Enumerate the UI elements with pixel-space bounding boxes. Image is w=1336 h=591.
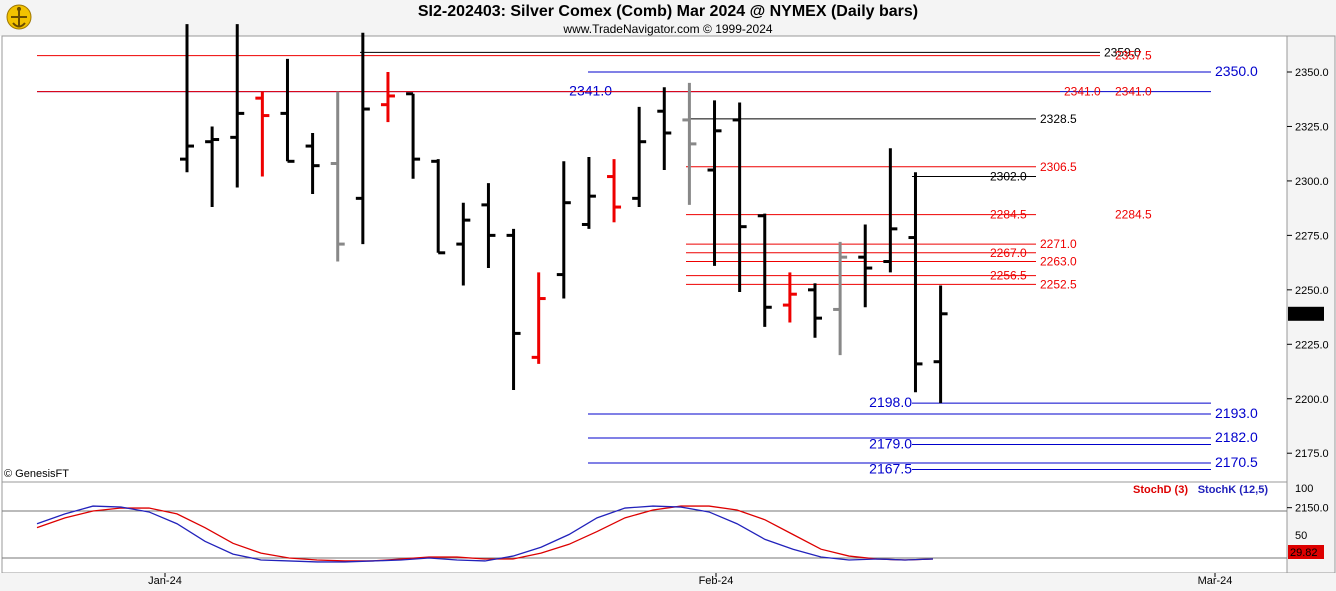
level-label: 2284.5 [990,208,1027,222]
chart-subtitle: www.TradeNavigator.com © 1999-2024 [563,22,773,36]
level-label: 2271.0 [1040,237,1077,251]
ohlc-bar [255,91,270,177]
level-label: 2167.5 [869,461,912,477]
y-tick-label: 2275.0 [1295,230,1329,242]
y-tick-label: 2175.0 [1295,448,1329,460]
level-label: 2328.5 [1040,112,1077,126]
ohlc-bar [682,82,697,205]
y-tick-label: 2250.0 [1295,285,1329,297]
level-label: 2263.0 [1040,255,1077,269]
ohlc-bar [205,126,220,208]
stochd-line [36,505,934,562]
legend-stochd: StochD (3) [1133,484,1188,496]
level-label: 2357.5 [1115,49,1152,63]
ohlc-bar [657,87,672,171]
ohlc-bar [305,132,320,194]
title-bar [0,0,1336,36]
ohlc-bar [406,92,421,179]
y-tick-label: 2350.0 [1295,67,1329,79]
price-plot-frame [1,35,1288,483]
ohlc-bar [456,202,471,286]
ohlc-bar [431,159,446,255]
stoch-last-label: 29.82 [1290,547,1318,559]
ohlc-bar [280,58,295,163]
ohlc-bar [933,285,948,404]
ohlc-bar [506,228,521,391]
y-tick-label: 2150.0 [1295,503,1329,515]
ohlc-bar [833,241,848,356]
ohlc-bar [180,24,194,173]
chart-title: SI2-202403: Silver Comex (Comb) Mar 2024… [417,3,919,20]
ohlc-bar [858,224,873,308]
right-axis-area [1286,35,1336,574]
level-label: 2193.0 [1215,405,1258,421]
y-tick-label: 2325.0 [1295,121,1329,133]
ohlc-bar [380,72,395,123]
date-axis: Jan-24 Feb-24 Mar-24 [148,573,1232,587]
level-label: 2341.0 [569,83,612,99]
ohlc-bar [782,272,797,323]
level-label: 2267.0 [990,246,1027,260]
price-bars [180,24,948,404]
last-price-label: 2239.0 [1290,309,1324,321]
stoch-tick-label: 100 [1295,483,1313,495]
ohlc-bar [481,183,496,269]
ohlc-bar [908,172,923,393]
last-price-box [1288,306,1324,321]
genesis-watermark: © GenesisFT [4,468,69,480]
ohlc-bar [808,283,822,338]
level-label: 2341.0 [1064,85,1101,99]
level-label: 2182.0 [1215,429,1258,445]
stochk-line [36,505,934,563]
stoch-plot-frame [1,481,1288,574]
ohlc-bar [531,272,546,364]
level-label: 2341.0 [1115,85,1152,99]
x-tick-label: Feb-24 [699,575,734,587]
stoch-tick-label: 50 [1295,530,1307,542]
level-label: 2284.5 [1115,208,1152,222]
level-label: 2170.5 [1215,454,1258,470]
level-label: 2252.5 [1040,277,1077,291]
stochastic-panel: 100 50 StochD (3) StochK (12,5) 29.82 [2,483,1324,563]
ohlc-bar [883,148,898,273]
level-label: 2256.5 [990,269,1027,283]
level-label: 2198.0 [869,394,912,410]
y-tick-label: 2300.0 [1295,176,1329,188]
level-label: 2306.5 [1040,160,1077,174]
ohlc-bar [757,213,772,327]
legend-stochk: StochK (12,5) [1198,484,1269,496]
level-label: 2179.0 [869,435,912,451]
x-tick-label: Mar-24 [1198,575,1233,587]
ohlc-bar [355,32,370,245]
level-label: 2302.0 [990,170,1027,184]
ohlc-bar [632,106,647,208]
tradenavigator-logo-icon [6,4,32,30]
date-axis-area [0,573,1336,591]
ohlc-bar [556,161,571,299]
level-label: 2359.0 [1104,45,1141,59]
price-axis: 2150.0 2175.0 2200.0 2225.0 2250.0 2275.0 2300… [1287,67,1329,515]
ohlc-bar [732,102,747,293]
ohlc-bar [330,91,345,262]
ohlc-bar [707,100,722,266]
ohlc-bar [230,24,245,188]
ohlc-bar [581,156,596,229]
x-tick-label: Jan-24 [148,575,182,587]
level-label: 2350.0 [1215,63,1258,79]
y-tick-label: 2225.0 [1295,339,1329,351]
ohlc-bar [607,159,622,223]
stoch-last-box [1288,545,1324,559]
y-tick-label: 2200.0 [1295,394,1329,406]
